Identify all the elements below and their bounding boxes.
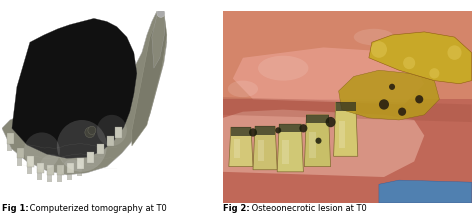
Bar	[37, 172, 42, 180]
Polygon shape	[306, 115, 328, 123]
Polygon shape	[12, 19, 137, 158]
Circle shape	[62, 159, 82, 180]
Circle shape	[85, 127, 95, 138]
Text: Fig 1:: Fig 1:	[2, 204, 28, 213]
Bar	[47, 174, 52, 182]
Polygon shape	[132, 11, 167, 146]
Bar	[107, 145, 112, 153]
Polygon shape	[277, 124, 303, 172]
Circle shape	[447, 45, 462, 60]
Polygon shape	[379, 180, 472, 203]
Bar	[47, 165, 54, 175]
Polygon shape	[223, 110, 424, 177]
Bar	[107, 136, 114, 146]
Polygon shape	[233, 47, 424, 104]
Circle shape	[379, 99, 389, 110]
Polygon shape	[223, 99, 472, 203]
Bar	[234, 139, 240, 158]
Bar	[310, 132, 317, 158]
Polygon shape	[338, 70, 439, 120]
Circle shape	[326, 117, 336, 127]
Circle shape	[300, 124, 308, 132]
Polygon shape	[152, 11, 165, 68]
Text: Computerized tomography at T0: Computerized tomography at T0	[27, 204, 166, 213]
Bar	[7, 134, 14, 144]
Bar	[57, 165, 64, 175]
Circle shape	[157, 9, 165, 17]
Bar	[27, 156, 34, 167]
Circle shape	[275, 127, 281, 134]
Circle shape	[371, 41, 387, 58]
Polygon shape	[231, 127, 251, 136]
Ellipse shape	[258, 56, 309, 81]
Bar	[77, 158, 84, 169]
Bar	[27, 166, 32, 174]
Circle shape	[57, 120, 107, 172]
Circle shape	[398, 107, 406, 116]
Circle shape	[88, 126, 96, 134]
Bar	[37, 163, 44, 173]
Polygon shape	[255, 126, 275, 134]
Polygon shape	[336, 102, 356, 111]
Bar	[87, 152, 94, 163]
Bar	[87, 161, 92, 170]
Bar	[115, 127, 122, 138]
Ellipse shape	[228, 81, 258, 97]
Circle shape	[403, 57, 415, 69]
Polygon shape	[2, 11, 167, 175]
Bar	[7, 143, 12, 151]
Circle shape	[415, 95, 423, 103]
Polygon shape	[223, 11, 472, 110]
Bar	[115, 136, 120, 145]
Polygon shape	[334, 102, 358, 156]
Text: Osteoonecrotic lesion at T0: Osteoonecrotic lesion at T0	[249, 204, 366, 213]
Polygon shape	[369, 32, 472, 84]
Polygon shape	[229, 127, 253, 167]
Bar	[17, 148, 24, 158]
Text: Fig 2:: Fig 2:	[223, 204, 249, 213]
Text: L: L	[155, 101, 159, 107]
Circle shape	[24, 132, 60, 170]
Circle shape	[429, 68, 439, 78]
Bar	[77, 168, 82, 176]
Circle shape	[40, 154, 64, 179]
Polygon shape	[253, 126, 277, 170]
Circle shape	[316, 138, 321, 144]
Bar	[97, 144, 104, 154]
Bar	[67, 172, 72, 180]
Bar	[338, 121, 345, 148]
Bar	[258, 140, 264, 161]
Circle shape	[389, 84, 395, 90]
Bar	[67, 163, 74, 173]
Bar	[97, 153, 102, 161]
Bar	[282, 140, 289, 163]
Polygon shape	[304, 115, 330, 167]
Polygon shape	[279, 124, 301, 132]
Ellipse shape	[354, 29, 394, 45]
Circle shape	[249, 128, 257, 136]
Bar	[17, 157, 22, 166]
Circle shape	[97, 115, 127, 146]
Polygon shape	[223, 97, 472, 122]
Bar	[57, 174, 62, 182]
